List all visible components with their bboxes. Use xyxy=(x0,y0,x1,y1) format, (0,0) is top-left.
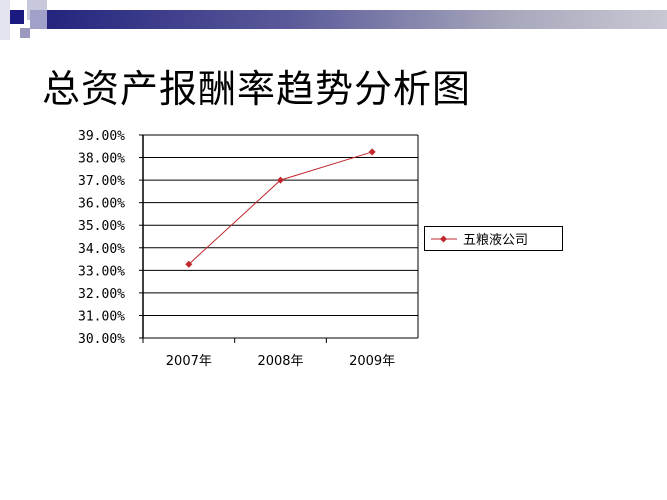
data-point xyxy=(368,148,376,156)
decor-square xyxy=(0,0,10,40)
header-banner xyxy=(40,10,667,29)
legend: 五粮液公司 xyxy=(424,226,563,251)
y-tick-label: 39.00% xyxy=(78,129,125,144)
x-tick-label: 2007年 xyxy=(166,354,212,369)
y-tick-label: 38.00% xyxy=(78,152,125,167)
slide-title: 总资产报酬率趋势分析图 xyxy=(42,67,472,111)
decor-square xyxy=(10,10,24,24)
y-tick-label: 34.00% xyxy=(78,242,125,257)
data-point xyxy=(276,176,285,184)
y-tick-label: 35.00% xyxy=(78,219,125,234)
data-point xyxy=(185,260,193,268)
x-tick-label: 2008年 xyxy=(257,354,303,369)
y-tick-label: 32.00% xyxy=(78,287,125,302)
x-tick-label: 2009年 xyxy=(349,354,395,369)
legend-label: 五粮液公司 xyxy=(463,233,529,248)
y-tick-label: 37.00% xyxy=(78,174,125,189)
y-tick-label: 33.00% xyxy=(78,264,125,279)
legend-marker-icon xyxy=(431,234,457,243)
y-tick-label: 36.00% xyxy=(78,197,125,212)
decor-square xyxy=(30,10,47,29)
y-tick-label: 30.00% xyxy=(78,332,125,347)
y-tick-label: 31.00% xyxy=(78,309,125,324)
decor-square xyxy=(20,28,30,38)
